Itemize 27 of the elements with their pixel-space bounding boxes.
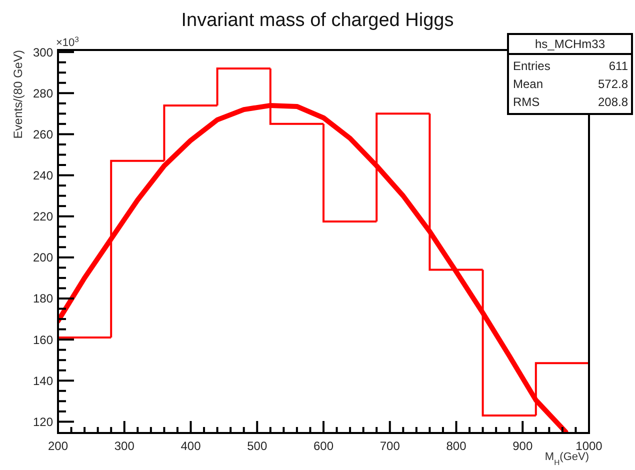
text: ×10$^{3}$ [56, 34, 79, 49]
y-tick-label: 260 [32, 127, 54, 142]
text: RMS 208.8 [513, 95, 628, 109]
y-tick-label: 140 [32, 374, 54, 388]
x-tick-label: 600 [313, 439, 334, 453]
y-tick-label: 220 [32, 210, 54, 224]
x-tick-label: 1000 [576, 439, 603, 453]
annotation: hs_MCHm33 [534, 37, 606, 51]
x-axis-title: M$_{H}$(GeV) [544, 451, 589, 466]
chart-title: Invariant mass of charged Higgs [181, 10, 454, 31]
y-tick-label: 280 [32, 86, 54, 100]
y-tick-label: 300 [32, 45, 54, 60]
y-tick-label: 200 [32, 250, 54, 265]
x-tick-label: 400 [180, 439, 202, 453]
x-tick-label: 300 [114, 439, 135, 453]
y-axis-title: Events/(80 GeV) [11, 50, 25, 139]
x-tick-label: 200 [48, 439, 68, 453]
y-tick-label: 160 [32, 332, 54, 347]
y-tick-label: 120 [32, 414, 54, 429]
text: Entries 611 [513, 59, 628, 73]
x-tick-label: 800 [446, 439, 467, 453]
y-tick-label: 240 [32, 168, 54, 182]
x-tick-label: 700 [380, 439, 400, 453]
y-tick-label: 180 [32, 292, 54, 306]
text: Mean 572.8 [513, 77, 628, 91]
x-tick-label: 900 [512, 439, 533, 453]
x-tick-label: 500 [247, 439, 268, 453]
